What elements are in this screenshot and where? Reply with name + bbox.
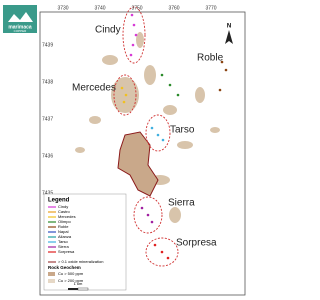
legend-label: Sierra: [58, 244, 69, 249]
legend-oxide: > 0.1 oxide mineralization: [58, 259, 103, 264]
target-outlines: [113, 6, 179, 267]
x-coord-label: 3750: [131, 5, 142, 11]
logo-text: marimaca: [8, 24, 32, 30]
target-label: Roble: [197, 53, 224, 64]
target-label: Tarso: [170, 125, 195, 136]
legend-geochem-title: Rock Geochem: [48, 265, 81, 270]
legend-label: Mercedes: [58, 214, 76, 219]
scale-bar: [68, 288, 78, 290]
x-coord-label: 3730: [57, 5, 68, 11]
legend-label: Tarso: [58, 239, 69, 244]
y-coord-label: 7435: [42, 190, 53, 196]
target-label: Mercedes: [72, 83, 116, 94]
oxide-zone: [117, 131, 159, 197]
north-arrow: [225, 30, 233, 44]
legend-label: Napal: [58, 229, 69, 234]
x-coord-label: 3770: [205, 5, 216, 11]
target-label: Sorpresa: [176, 238, 217, 249]
y-coord-label: 7437: [42, 116, 53, 122]
x-coord-label: 3760: [168, 5, 179, 11]
y-coord-label: 7436: [42, 153, 53, 159]
logo-icon: [8, 12, 33, 22]
target-labels: Cindy Roble Mercedes Tarso Sierra Sorpre…: [72, 25, 224, 249]
geochem-swatch: [48, 272, 55, 276]
y-coord-label: 7438: [42, 79, 53, 85]
legend-label: Sorpresa: [58, 249, 75, 254]
y-coord-label: 7439: [42, 42, 53, 48]
legend-label: Roble: [58, 224, 69, 229]
target-label: Sierra: [168, 198, 195, 209]
samples: [120, 13, 228, 260]
legend-label: Alianza: [58, 234, 72, 239]
target-label: Cindy: [95, 25, 121, 36]
north-label: N: [227, 24, 231, 30]
legend-label: Olimpo: [58, 219, 71, 224]
geochem-swatch: [48, 279, 55, 283]
legend-label: Castro: [58, 209, 71, 214]
logo-box: [3, 5, 37, 33]
scale-label: 1 km: [74, 281, 83, 286]
legend-geochem: Cu > 200 ppm: [58, 278, 84, 283]
logo-sub: COPPER: [14, 29, 28, 33]
map: marimaca COPPER Cindy Roble Mercedes Tar…: [3, 5, 246, 296]
legend-label: Cindy: [58, 204, 68, 209]
legend-box: [43, 193, 127, 291]
legend-title: Legend: [48, 198, 70, 204]
scale-bar: [77, 287, 89, 291]
legend-geochem: Cu > 500 ppm: [58, 271, 84, 276]
x-coord-label: 3740: [94, 5, 105, 11]
